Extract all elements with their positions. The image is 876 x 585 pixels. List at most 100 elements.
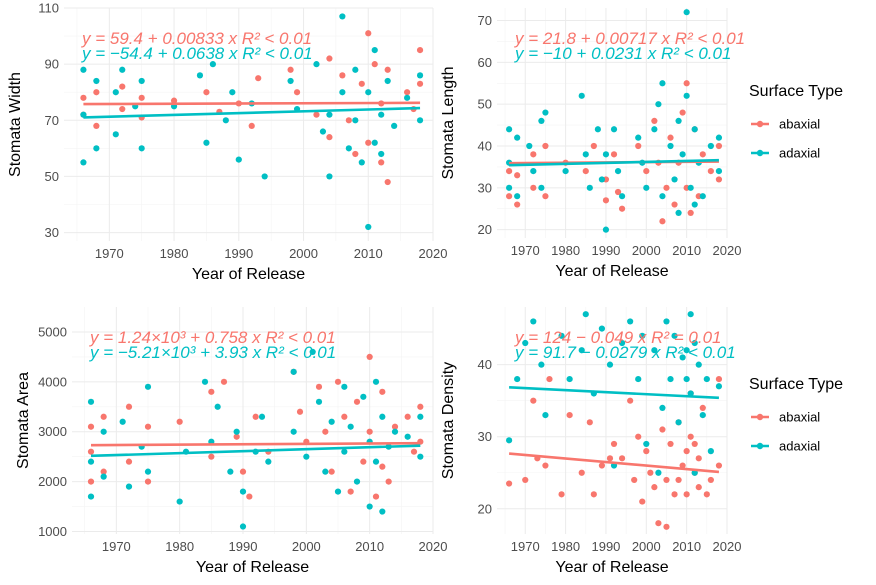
data-point-adaxial xyxy=(558,332,565,339)
data-point-abaxial xyxy=(379,463,386,470)
data-point-abaxial xyxy=(715,176,723,183)
data-point-adaxial xyxy=(138,145,145,152)
data-point-adaxial xyxy=(125,483,133,490)
data-point-abaxial xyxy=(667,440,674,448)
data-point-abaxial xyxy=(715,142,723,150)
data-point-adaxial xyxy=(352,66,359,73)
data-point-adaxial xyxy=(319,128,327,135)
data-point-abaxial xyxy=(358,80,365,87)
data-point-adaxial xyxy=(614,167,622,175)
data-point-abaxial xyxy=(87,423,95,430)
data-point-adaxial xyxy=(683,375,690,383)
regression-line-adaxial xyxy=(90,444,421,458)
data-point-adaxial xyxy=(360,393,367,400)
data-point-adaxial xyxy=(416,117,424,124)
data-point-adaxial xyxy=(671,332,678,339)
legend-2: Surface Type abaxial adaxial xyxy=(749,376,843,454)
data-point-adaxial xyxy=(506,184,513,191)
data-point-adaxial xyxy=(322,468,329,475)
data-point-adaxial xyxy=(514,193,521,200)
data-point-abaxial xyxy=(87,478,95,485)
y-tick-label: 5000 xyxy=(38,324,67,339)
data-point-adaxial xyxy=(372,458,380,465)
data-point-abaxial xyxy=(578,469,585,476)
data-point-adaxial xyxy=(655,101,662,108)
regression-equation-abaxial: y = 1.24×10³ + 0.758 x R² < 0.01 xyxy=(89,328,336,347)
data-point-adaxial xyxy=(87,458,95,465)
data-point-abaxial xyxy=(703,491,710,498)
legend-label-abaxial: abaxial xyxy=(779,410,820,425)
data-point-adaxial xyxy=(598,325,606,332)
data-point-adaxial xyxy=(598,176,606,183)
data-point-abaxial xyxy=(679,109,686,116)
regression-equation-adaxial: y = 91.7 − 0.0279 x R² < 0.01 xyxy=(514,343,736,362)
data-point-abaxial xyxy=(598,462,606,469)
data-point-abaxial xyxy=(384,178,391,186)
data-point-adaxial xyxy=(687,390,694,397)
x-tick-label: 1990 xyxy=(229,539,258,554)
y-tick-label: 40 xyxy=(478,357,492,372)
y-tick-label: 70 xyxy=(45,113,59,128)
data-point-adaxial xyxy=(80,159,87,166)
data-point-abaxial xyxy=(80,94,87,101)
data-point-abaxial xyxy=(347,488,354,495)
data-point-abaxial xyxy=(635,142,642,150)
x-tick-label: 2010 xyxy=(672,243,701,258)
data-point-abaxial xyxy=(404,413,411,420)
x-tick-label: 2010 xyxy=(672,539,701,554)
data-point-adaxial xyxy=(100,473,107,480)
data-point-abaxial xyxy=(100,468,107,475)
data-point-adaxial xyxy=(538,117,545,125)
x-tick-label: 1990 xyxy=(591,243,620,258)
regression-equation-abaxial: y = 21.8 + 0.00717 x R² < 0.01 xyxy=(514,29,745,48)
y-tick-label: 20 xyxy=(478,222,492,237)
data-point-adaxial xyxy=(222,117,229,124)
data-point-adaxial xyxy=(522,339,529,347)
data-point-adaxial xyxy=(378,150,385,158)
data-point-abaxial xyxy=(639,498,646,505)
y-axis-title: Stomata Density xyxy=(440,362,457,479)
data-point-adaxial xyxy=(538,184,545,191)
y-tick-label: 70 xyxy=(478,13,492,28)
data-point-abaxial xyxy=(385,478,392,485)
data-point-adaxial xyxy=(379,508,386,515)
data-point-abaxial xyxy=(695,484,702,491)
data-point-abaxial xyxy=(683,80,690,87)
data-point-abaxial xyxy=(93,89,100,96)
data-point-adaxial xyxy=(715,134,723,141)
data-point-abaxial xyxy=(341,413,348,420)
data-point-adaxial xyxy=(119,418,126,425)
data-point-abaxial xyxy=(671,201,678,208)
data-point-adaxial xyxy=(391,428,399,435)
data-point-adaxial xyxy=(214,403,221,410)
x-tick-label: 2020 xyxy=(713,539,742,554)
data-point-adaxial xyxy=(695,361,702,368)
y-tick-label: 60 xyxy=(478,55,492,70)
data-point-adaxial xyxy=(542,411,549,419)
y-tick-label: 50 xyxy=(478,97,492,112)
data-point-abaxial xyxy=(514,201,521,208)
data-point-abaxial xyxy=(643,167,650,175)
data-point-abaxial xyxy=(566,411,573,419)
regression-line-adaxial xyxy=(509,158,719,167)
y-axis-title: Stomata Width xyxy=(7,72,24,177)
data-point-adaxial xyxy=(566,375,573,383)
data-point-adaxial xyxy=(562,167,569,175)
data-point-abaxial xyxy=(233,433,240,440)
data-point-abaxial xyxy=(546,375,553,383)
data-point-abaxial xyxy=(671,491,678,498)
data-point-abaxial xyxy=(313,111,320,118)
data-point-abaxial xyxy=(322,428,329,435)
data-point-adaxial xyxy=(675,209,682,217)
data-point-abaxial xyxy=(663,523,670,530)
y-tick-label: 4000 xyxy=(38,374,67,389)
regression-equation-abaxial: y = 59.4 + 0.00833 x R² < 0.01 xyxy=(81,29,312,48)
data-point-adaxial xyxy=(366,503,373,510)
data-point-abaxial xyxy=(93,122,100,130)
data-point-adaxial xyxy=(679,354,686,361)
data-point-abaxial xyxy=(667,134,674,141)
y-tick-label: 30 xyxy=(478,429,492,444)
data-point-adaxial xyxy=(352,117,359,124)
data-point-abaxial xyxy=(366,428,373,435)
data-point-adaxial xyxy=(663,318,670,325)
